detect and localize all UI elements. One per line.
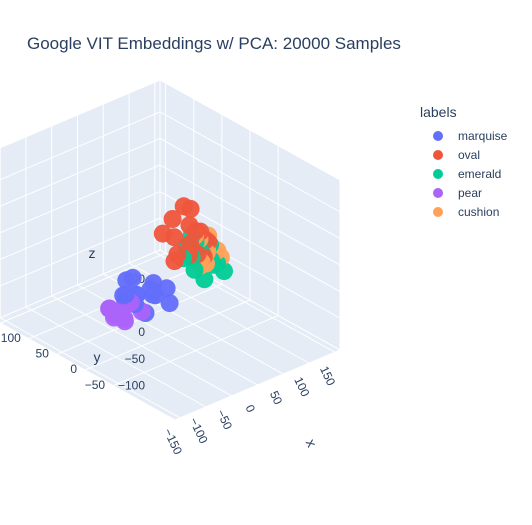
legend-item-marquise[interactable]: marquise	[420, 126, 507, 145]
z-tick-label: −100	[118, 378, 145, 392]
marker-pear[interactable]	[100, 299, 119, 318]
grid-line	[84, 299, 251, 371]
grid-line	[159, 164, 341, 266]
marker-marquise[interactable]	[160, 294, 179, 313]
marker-marquise[interactable]	[114, 286, 133, 305]
legend-label: emerald	[458, 166, 502, 181]
x-tick-label: 100	[291, 375, 312, 399]
y-tick-label: 50	[36, 347, 50, 361]
marker-oval[interactable]	[153, 224, 172, 243]
grid-line	[0, 252, 166, 324]
x-tick-label: −100	[187, 415, 211, 446]
marker-oval[interactable]	[165, 252, 184, 271]
chart-title: Google VIT Embeddings w/ PCA: 20000 Samp…	[27, 34, 401, 53]
legend-swatch	[433, 187, 443, 198]
legend-label: pear	[458, 185, 483, 200]
y-tick-label: 0	[70, 362, 77, 376]
x-axis-title: x	[303, 436, 320, 449]
marker-marquise[interactable]	[117, 271, 136, 290]
z-tick-label: −50	[125, 352, 146, 366]
marker-oval[interactable]	[174, 197, 193, 216]
z-tick-label: 0	[138, 325, 145, 339]
marker-marquise[interactable]	[141, 280, 160, 299]
legend-title: labels	[420, 104, 457, 120]
legend-swatch	[433, 206, 443, 217]
legend-label: oval	[458, 147, 481, 162]
x-tick-label: −150	[161, 426, 185, 457]
legend-item-oval[interactable]: oval	[420, 145, 507, 164]
legend-label: marquise	[458, 128, 508, 143]
marker-oval[interactable]	[180, 216, 199, 235]
x-tick-label: −50	[214, 407, 235, 432]
x-tick-label: 50	[267, 389, 285, 407]
legend-swatch	[433, 130, 443, 141]
legend-item-cushion[interactable]: cushion	[420, 202, 507, 221]
grid-line	[112, 315, 279, 387]
legend-items: marquise oval emerald pear cushion	[420, 126, 507, 221]
grid-line	[0, 191, 161, 260]
x-tick-label: 150	[317, 364, 338, 388]
legend-swatch	[433, 168, 443, 179]
legend: labels marquise oval emerald pear cushion	[420, 104, 507, 221]
legend-label: cushion	[458, 204, 500, 219]
legend-item-pear[interactable]: pear	[420, 183, 507, 202]
floor-xy	[0, 249, 342, 421]
grid-line	[0, 164, 161, 234]
grid-line	[0, 137, 161, 207]
x-tick-label: 0	[242, 403, 258, 415]
legend-swatch	[433, 149, 443, 160]
markers	[100, 197, 233, 331]
grid-line	[0, 111, 161, 181]
grid-line	[159, 138, 341, 239]
y-tick-label: −50	[85, 378, 106, 392]
y-axis-title: y	[94, 349, 101, 365]
grid-line	[0, 217, 161, 287]
y-tick-label: 100	[1, 331, 21, 345]
marker-oval[interactable]	[163, 210, 182, 228]
z-axis-title: z	[89, 245, 96, 261]
grid-line	[159, 111, 341, 213]
legend-item-emerald[interactable]: emerald	[420, 164, 507, 183]
